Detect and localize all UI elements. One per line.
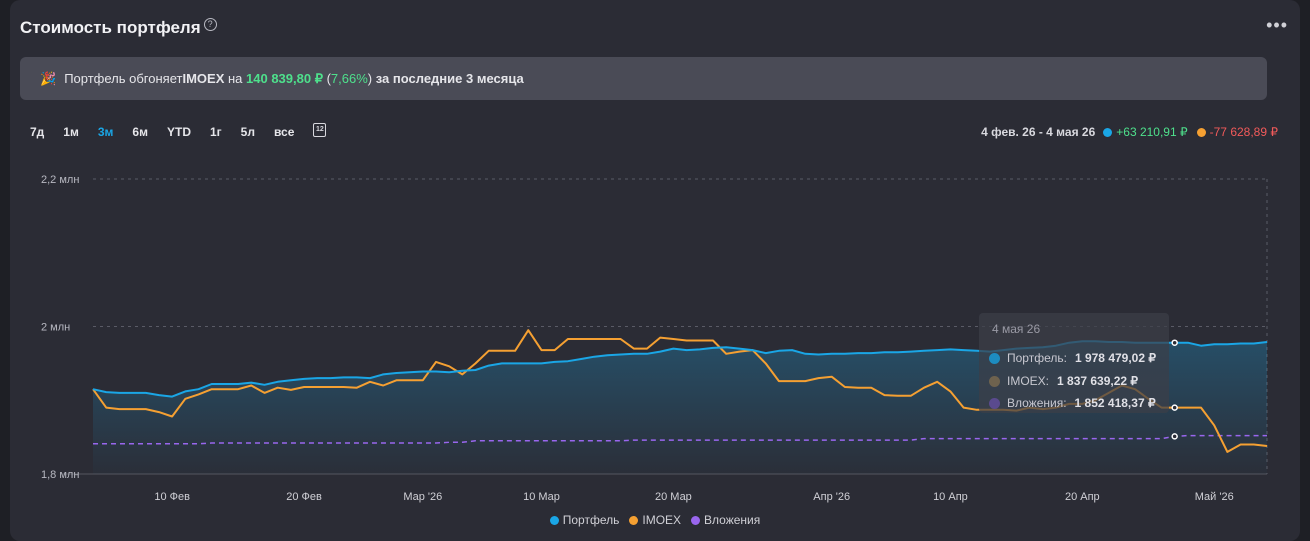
period-5y[interactable]: 5л [240, 125, 255, 139]
x-tick-label: Мар '26 [403, 491, 442, 503]
card-header: Стоимость портфеля ? [20, 17, 217, 38]
banner-text-after: за последние 3 месяца [372, 71, 524, 86]
chart-legend: Портфель IMOEX Вложения [0, 513, 1310, 527]
period-3m[interactable]: 3м [97, 125, 114, 139]
tooltip-row-portfolio: Портфель: 1 978 479,02 ₽ [989, 351, 1156, 365]
party-popper-icon: 🎉 [40, 70, 57, 86]
period-1m[interactable]: 1м [63, 125, 79, 139]
banner-text-on: на [224, 71, 247, 86]
legend-item-imoex[interactable]: IMOEX [629, 513, 681, 527]
more-options-icon[interactable]: ••• [1266, 15, 1288, 35]
y-tick-label: 1,8 млн [41, 469, 79, 481]
portfolio-dot-icon [549, 515, 559, 525]
imoex-dot-icon [629, 515, 639, 525]
period-ytd[interactable]: YTD [166, 125, 191, 139]
portfolio-change: +63 210,91 ₽ [1116, 125, 1188, 139]
portfolio-dot-icon [1103, 127, 1113, 137]
tooltip-date: 4 мая 26 [992, 322, 1041, 336]
x-tick-label: Май '26 [1195, 491, 1234, 503]
x-tick-label: 20 Фев [286, 491, 322, 503]
tooltip-value: 1 837 639,22 ₽ [1057, 374, 1139, 388]
tooltip-value: 1 978 479,02 ₽ [1074, 351, 1156, 365]
tooltip-label: Вложения: [1007, 396, 1067, 410]
hover-point-imoex [1171, 404, 1178, 411]
legend-label: IMOEX [642, 513, 682, 527]
x-tick-label: 20 Апр [1065, 491, 1100, 503]
x-tick-label: 20 Мар [655, 491, 692, 503]
banner-amount: 140 839,80 ₽ [246, 70, 323, 86]
tooltip-label: IMOEX: [1007, 374, 1050, 388]
page-title: Стоимость портфеля [20, 18, 201, 37]
comparison-banner: 🎉 Портфель обгоняет IMOEX на 140 839,80 … [20, 57, 1267, 100]
imoex-dot-icon [1196, 127, 1206, 137]
period-all[interactable]: все [273, 125, 295, 139]
period-7d[interactable]: 7д [30, 125, 45, 139]
hover-point-contrib [1171, 433, 1178, 440]
x-tick-label: 10 Фев [154, 491, 190, 503]
tooltip-label: Портфель: [1007, 351, 1067, 365]
x-tick-label: Апр '26 [813, 491, 850, 503]
hover-point-portfolio [1171, 339, 1178, 346]
contrib-dot-icon [989, 397, 1000, 409]
period-6m[interactable]: 6м [132, 125, 148, 139]
contrib-dot-icon [691, 515, 701, 525]
legend-label: Вложения [704, 513, 761, 527]
legend-item-contrib[interactable]: Вложения [691, 513, 760, 527]
banner-pct: 7,66% [330, 71, 368, 86]
date-range-summary: 4 фев. 26 - 4 мая 26 +63 210,91 ₽ -77 62… [981, 125, 1278, 139]
tooltip-value: 1 852 418,37 ₽ [1074, 396, 1156, 410]
legend-label: Портфель [562, 513, 620, 527]
x-tick-label: 10 Апр [933, 491, 968, 503]
imoex-change: -77 628,89 ₽ [1209, 125, 1278, 139]
period-1y[interactable]: 1г [209, 125, 222, 139]
calendar-icon[interactable]: 12 [313, 123, 327, 137]
period-selector: 7д 1м 3м 6м YTD 1г 5л все 12 [30, 123, 327, 139]
tooltip-row-contrib: Вложения: 1 852 418,37 ₽ [989, 396, 1156, 410]
portfolio-dot-icon [989, 352, 1000, 364]
x-tick-label: 10 Мар [523, 491, 560, 503]
y-tick-label: 2 млн [41, 322, 70, 334]
legend-item-portfolio[interactable]: Портфель [549, 513, 620, 527]
imoex-dot-icon [989, 375, 1000, 387]
banner-pct-close: ) [367, 71, 373, 86]
banner-text-before: Портфель обгоняет [64, 71, 183, 86]
tooltip-row-imoex: IMOEX: 1 837 639,22 ₽ [989, 374, 1138, 388]
series-line-contrib [93, 434, 1267, 445]
date-range: 4 фев. 26 - 4 мая 26 [981, 125, 1096, 139]
banner-index: IMOEX [182, 71, 225, 86]
chart-tooltip: 4 мая 26 Портфель: 1 978 479,02 ₽ IMOEX:… [979, 313, 1169, 413]
y-tick-label: 2,2 млн [41, 174, 79, 186]
help-icon[interactable]: ? [203, 17, 217, 31]
banner-pct-open: ( [322, 71, 331, 86]
